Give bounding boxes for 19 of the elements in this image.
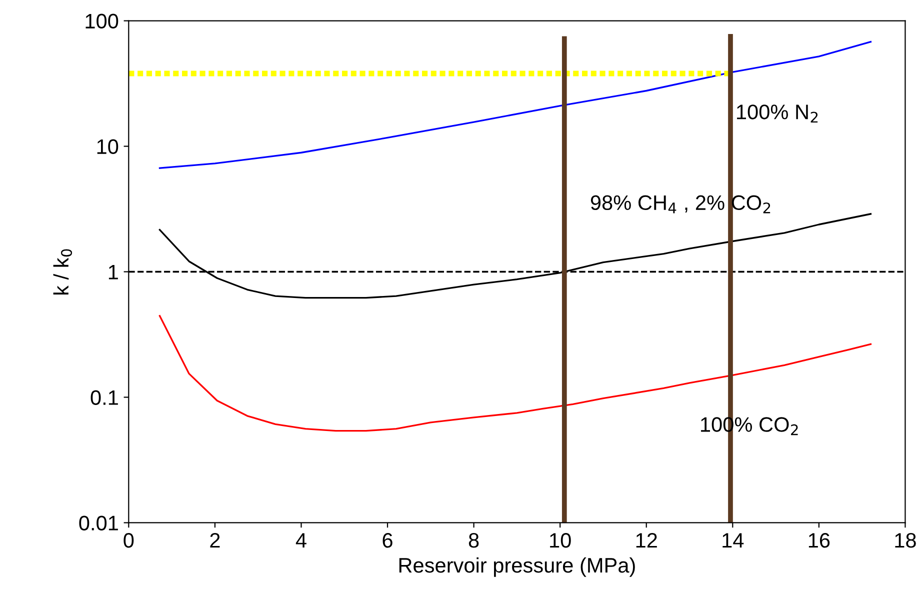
x-axis-title: Reservoir pressure (MPa)	[399, 557, 635, 577]
y-axis-title: k / k$_{0}$	[53, 249, 72, 295]
y-tick-label: 10	[97, 139, 118, 154]
x-tick-label: 8	[468, 532, 479, 548]
x-tick-label: 0	[124, 532, 134, 548]
x-tick-label: 12	[636, 532, 657, 548]
x-tick-label: 4	[296, 533, 306, 548]
annotation: 100% N$_{2}$	[737, 104, 818, 123]
y-tick-label: 0.1	[90, 390, 118, 405]
x-tick-label: 18	[895, 532, 916, 548]
y-tick-label: 1	[108, 264, 118, 280]
x-tick-label: 2	[210, 532, 220, 548]
line-series	[158, 40, 872, 169]
y-tick-label: 0.01	[79, 516, 118, 530]
x-tick-label: 10	[550, 532, 571, 548]
x-tick-label: 16	[808, 532, 830, 548]
y-tick-label: 100	[86, 14, 118, 29]
x-tick-label: 6	[382, 532, 392, 548]
x-tick-label: 14	[722, 533, 744, 548]
